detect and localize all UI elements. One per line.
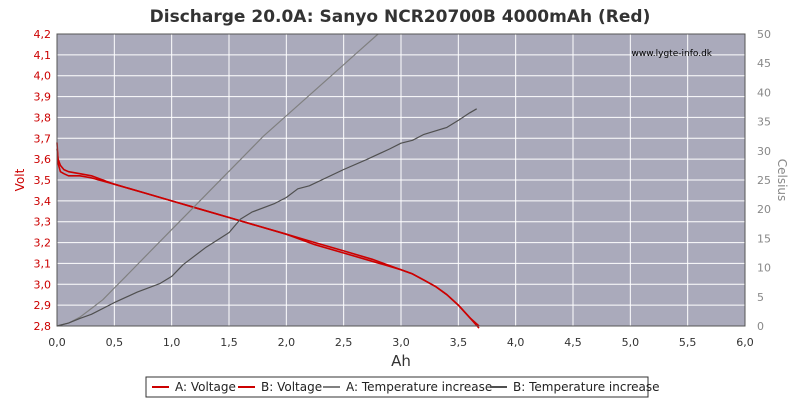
y-left-tick-labels: 2,8 2,9 3,0 3,1 3,2 3,3 3,4 3,5 3,6 3,7 3,8 3,9 4,0 4… — [34, 28, 52, 333]
y-left-tick-label: 3,1 — [34, 257, 52, 270]
y-right-tick-label: 50 — [757, 28, 771, 41]
x-tick-label: 0,5 — [106, 336, 124, 349]
x-tick-label: 2,0 — [278, 336, 296, 349]
y-right-tick-labels: 0 5 10 15 20 25 30 35 40 45 50 — [757, 28, 771, 333]
y-axis-label-right: Celsius — [775, 159, 789, 202]
watermark: www.lygte-info.dk — [632, 49, 713, 59]
y-left-tick-label: 3,0 — [34, 278, 52, 291]
series-line-2 — [56, 33, 379, 327]
x-tick-label: 1,5 — [220, 336, 238, 349]
y-left-tick-label: 3,7 — [34, 132, 52, 145]
y-right-tick-label: 35 — [757, 116, 771, 129]
x-tick-label: 3,5 — [450, 336, 468, 349]
y-left-tick-label: 3,9 — [34, 91, 52, 104]
chart-title: Discharge 20.0A: Sanyo NCR20700B 4000mAh… — [150, 7, 651, 27]
series-layer — [56, 33, 480, 329]
legend-label-2: A: Temperature increase — [346, 380, 492, 394]
y-left-tick-label: 3,4 — [34, 195, 52, 208]
y-left-tick-label: 3,5 — [34, 174, 52, 187]
x-tick-label: 1,0 — [163, 336, 181, 349]
x-tick-label: 2,5 — [335, 336, 353, 349]
x-tick-label: 4,0 — [507, 336, 525, 349]
x-tick-label: 3,0 — [392, 336, 410, 349]
legend: A: Voltage B: Voltage A: Temperature incre… — [145, 376, 660, 398]
series-line-1 — [56, 142, 480, 327]
y-right-tick-label: 20 — [757, 203, 771, 216]
y-right-tick-label: 30 — [757, 145, 771, 158]
y-right-tick-label: 10 — [757, 262, 771, 275]
x-tick-labels: 0,0 0,5 1,0 1,5 2,0 2,5 3,0 3,5 4,0 4,5 5,0 5,5 6,0 — [48, 336, 754, 349]
y-right-tick-label: 15 — [757, 232, 771, 245]
x-tick-label: 4,5 — [564, 336, 582, 349]
y-left-tick-label: 3,6 — [34, 153, 52, 166]
y-left-tick-label: 3,3 — [34, 216, 52, 229]
y-right-tick-label: 5 — [757, 291, 764, 304]
legend-box — [145, 376, 649, 398]
y-left-tick-label: 4,1 — [34, 49, 52, 62]
y-left-tick-label: 3,2 — [34, 237, 52, 250]
y-right-tick-label: 25 — [757, 174, 771, 187]
y-left-tick-label: 4,2 — [34, 28, 52, 41]
y-axis-label-left: Volt — [13, 168, 27, 191]
x-axis-label: Ah — [391, 352, 411, 370]
legend-label-0: A: Voltage — [175, 380, 236, 394]
plot-border — [56, 33, 746, 327]
series-line-3 — [56, 108, 478, 327]
y-right-tick-label: 40 — [757, 86, 771, 99]
x-tick-label: 0,0 — [48, 336, 66, 349]
y-left-tick-label: 4,0 — [34, 70, 52, 83]
legend-label-3: B: Temperature increase — [513, 380, 660, 394]
y-right-tick-label: 45 — [757, 57, 771, 70]
x-tick-label: 5,0 — [622, 336, 640, 349]
y-left-tick-label: 3,8 — [34, 111, 52, 124]
x-tick-label: 6,0 — [736, 336, 754, 349]
y-left-tick-label: 2,8 — [34, 320, 52, 333]
x-tick-label: 5,5 — [679, 336, 697, 349]
y-right-tick-label: 0 — [757, 320, 764, 333]
legend-label-1: B: Voltage — [261, 380, 322, 394]
y-left-tick-label: 2,9 — [34, 299, 52, 312]
